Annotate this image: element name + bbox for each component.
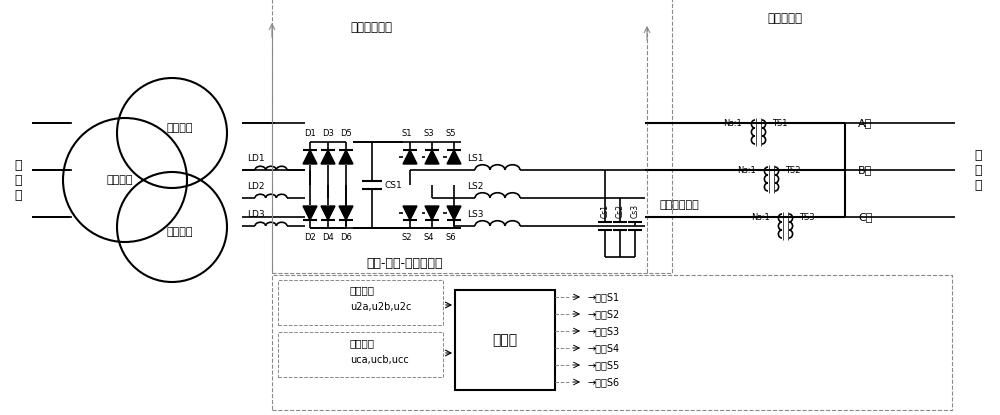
Polygon shape xyxy=(303,206,317,220)
Text: C相: C相 xyxy=(858,212,872,222)
Text: 第一绕组: 第一绕组 xyxy=(107,175,133,185)
Text: LS3: LS3 xyxy=(467,210,484,219)
Text: S6: S6 xyxy=(446,232,456,242)
Text: 电压检测: 电压检测 xyxy=(350,338,375,348)
Text: →控制S4: →控制S4 xyxy=(587,343,619,353)
Text: 交流-直流-交流变换器: 交流-直流-交流变换器 xyxy=(367,256,443,269)
Text: →控制S3: →控制S3 xyxy=(587,326,619,336)
Text: Ns:1: Ns:1 xyxy=(737,166,755,174)
Text: TS2: TS2 xyxy=(785,166,801,174)
Bar xyxy=(272,275,952,410)
Text: A相: A相 xyxy=(858,118,872,128)
Text: →控制S1: →控制S1 xyxy=(587,292,619,302)
Text: 电压检测: 电压检测 xyxy=(350,285,375,295)
Text: TS3: TS3 xyxy=(799,212,815,222)
Polygon shape xyxy=(447,150,461,164)
Text: LD1: LD1 xyxy=(247,154,265,163)
Text: u2a,u2b,u2c: u2a,u2b,u2c xyxy=(350,302,411,312)
Text: 耦合变压器: 耦合变压器 xyxy=(768,12,802,24)
Text: D1: D1 xyxy=(304,129,316,137)
Polygon shape xyxy=(303,150,317,164)
Text: D6: D6 xyxy=(340,232,352,242)
Bar xyxy=(455,290,555,390)
Text: LS2: LS2 xyxy=(467,181,483,190)
Text: S4: S4 xyxy=(424,232,434,242)
Text: Cs3: Cs3 xyxy=(631,204,640,218)
Polygon shape xyxy=(339,150,353,164)
Text: D2: D2 xyxy=(304,232,316,242)
Text: LS1: LS1 xyxy=(467,154,484,163)
Polygon shape xyxy=(447,206,461,220)
Polygon shape xyxy=(339,206,353,220)
Text: 控制器: 控制器 xyxy=(492,333,518,347)
Text: Ns:1: Ns:1 xyxy=(751,212,769,222)
Bar xyxy=(278,280,443,325)
Text: LD3: LD3 xyxy=(247,210,265,219)
Text: S3: S3 xyxy=(424,129,434,137)
Bar xyxy=(272,0,672,273)
Text: →控制S2: →控制S2 xyxy=(587,309,619,319)
Polygon shape xyxy=(425,206,439,220)
Text: CS1: CS1 xyxy=(384,181,402,190)
Text: 第三绕组: 第三绕组 xyxy=(167,227,193,237)
Text: 电压检测单元: 电压检测单元 xyxy=(660,200,700,210)
Bar xyxy=(278,332,443,377)
Text: B相: B相 xyxy=(858,165,872,175)
Text: 输
电
网: 输 电 网 xyxy=(14,159,22,202)
Text: D3: D3 xyxy=(322,129,334,137)
Text: TS1: TS1 xyxy=(772,119,788,127)
Polygon shape xyxy=(403,206,417,220)
Text: 第二绕组: 第二绕组 xyxy=(167,123,193,133)
Text: Cs1: Cs1 xyxy=(600,204,610,218)
Text: D4: D4 xyxy=(322,232,334,242)
Text: 电压检测单元: 电压检测单元 xyxy=(350,20,392,34)
Polygon shape xyxy=(321,206,335,220)
Text: Cs2: Cs2 xyxy=(616,204,624,218)
Text: →控制S5: →控制S5 xyxy=(587,360,619,370)
Polygon shape xyxy=(425,150,439,164)
Text: →控制S6: →控制S6 xyxy=(587,377,619,387)
Text: Ns:1: Ns:1 xyxy=(724,119,742,127)
Text: D5: D5 xyxy=(340,129,352,137)
Text: uca,ucb,ucc: uca,ucb,ucc xyxy=(350,355,409,365)
Text: LD2: LD2 xyxy=(247,181,264,190)
Text: S1: S1 xyxy=(402,129,412,137)
Text: S2: S2 xyxy=(402,232,412,242)
Text: S5: S5 xyxy=(446,129,456,137)
Text: 配
电
网: 配 电 网 xyxy=(974,149,982,191)
Polygon shape xyxy=(403,150,417,164)
Polygon shape xyxy=(321,150,335,164)
